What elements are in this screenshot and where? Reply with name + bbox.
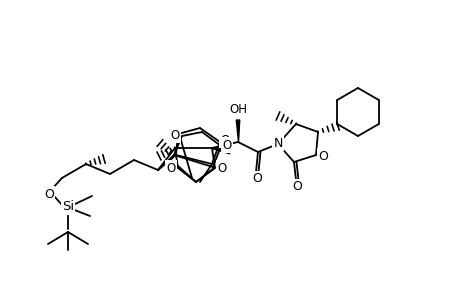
Text: O: O xyxy=(252,172,261,185)
Polygon shape xyxy=(212,148,230,154)
Text: O: O xyxy=(291,181,301,194)
Text: O: O xyxy=(217,161,226,175)
Text: O: O xyxy=(168,125,177,139)
Text: O: O xyxy=(222,139,231,152)
Polygon shape xyxy=(236,120,239,142)
Text: N: N xyxy=(273,136,282,149)
Text: Si: Si xyxy=(62,200,74,214)
Text: O: O xyxy=(220,134,229,146)
Text: OH: OH xyxy=(229,103,246,116)
Text: O: O xyxy=(44,188,54,200)
Text: O: O xyxy=(170,128,179,142)
Text: O: O xyxy=(317,149,327,163)
Text: O: O xyxy=(166,161,175,175)
